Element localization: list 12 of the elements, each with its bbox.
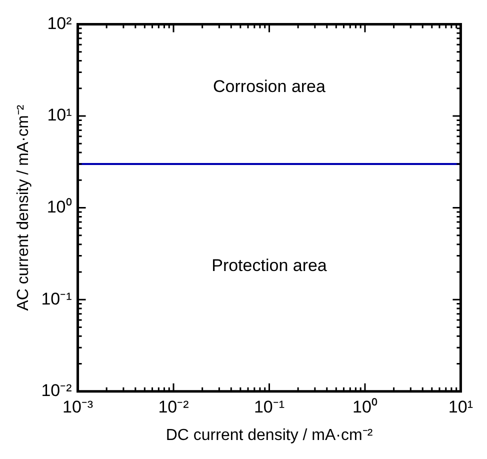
x-tick-label: 10¹ bbox=[448, 397, 474, 416]
y-tick-label: 10⁻¹ bbox=[41, 289, 72, 308]
annotation: Protection area bbox=[212, 256, 328, 276]
y-tick-label: 10⁰ bbox=[46, 197, 72, 216]
annotation: Corrosion area bbox=[213, 76, 326, 96]
x-tick-label: 10⁰ bbox=[352, 397, 378, 416]
y-axis-title: AC current density / mA·cm⁻² bbox=[15, 104, 32, 311]
y-tick-label: 10¹ bbox=[47, 106, 72, 125]
y-tick-label: 10² bbox=[47, 14, 72, 33]
x-tick-label: 10⁻¹ bbox=[254, 397, 285, 416]
x-tick-label: 10⁻² bbox=[158, 397, 190, 416]
x-axis-title: DC current density / mA·cm⁻² bbox=[166, 426, 374, 444]
